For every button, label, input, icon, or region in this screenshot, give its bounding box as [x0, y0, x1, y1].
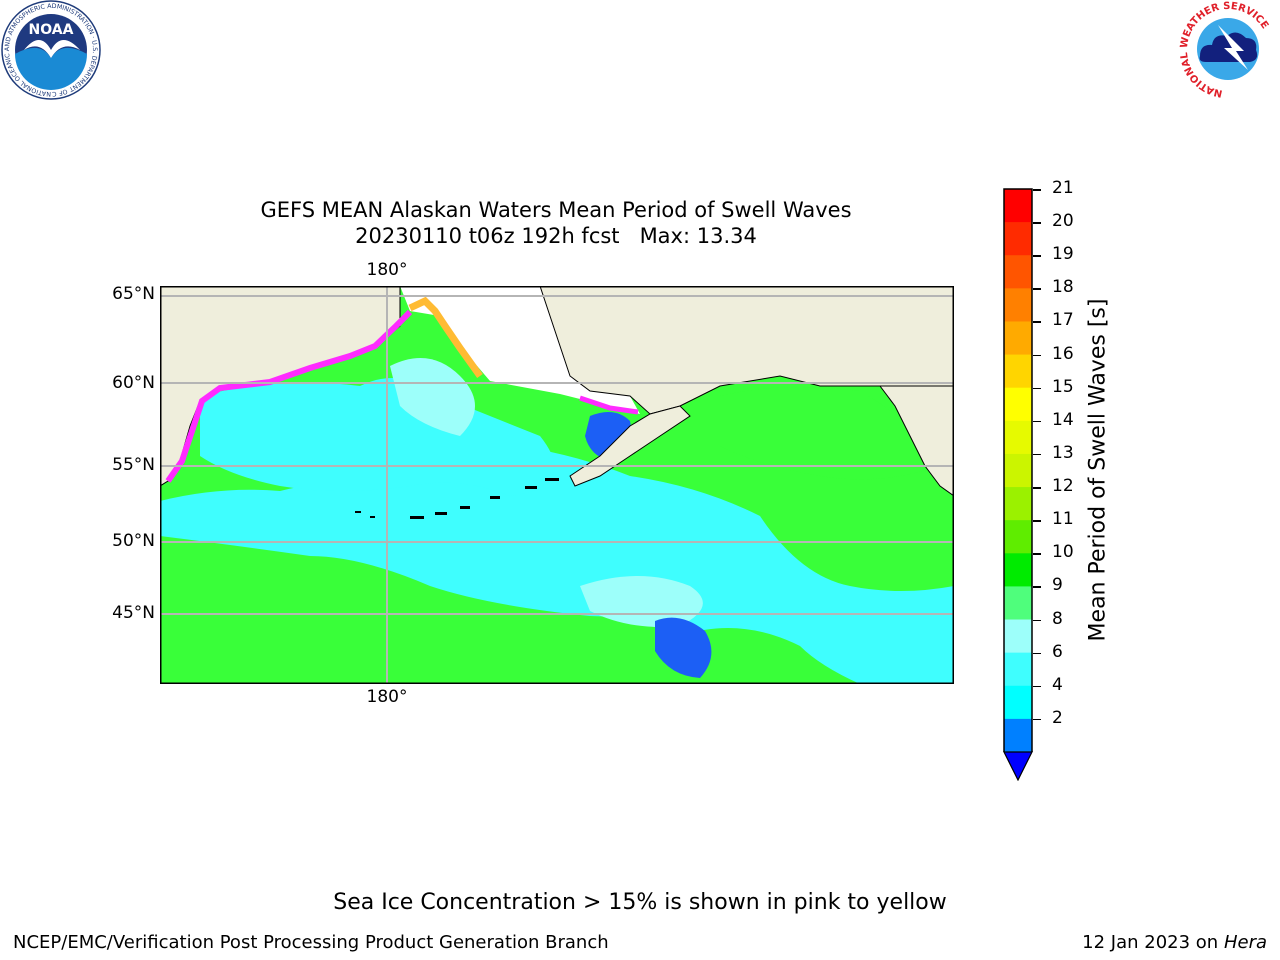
footer-date: 12 Jan 2023 on Hera [1082, 932, 1267, 953]
colorbar-tick-label: 17 [1052, 310, 1074, 331]
colorbar-tick-label: 20 [1052, 211, 1074, 232]
footer-date-text: 12 Jan 2023 on [1082, 932, 1219, 953]
colorbar-tick-label: 8 [1052, 608, 1063, 629]
colorbar-bin-8 [1004, 453, 1032, 488]
footer-host: Hera [1223, 932, 1267, 953]
colorbar-tick-label: 13 [1052, 442, 1074, 463]
nws-logo: NATIONAL WEATHER SERVICE [1179, 1, 1276, 99]
ocean-blue-south [655, 617, 712, 678]
colorbar-tick-mark [1033, 685, 1041, 688]
colorbar-bin-15 [1004, 685, 1032, 720]
colorbar-tick-label: 14 [1052, 409, 1074, 430]
lat-label-60n: 60°N [112, 373, 155, 393]
ice-free-region [400, 286, 640, 414]
colorbar-tick-mark [1033, 619, 1041, 622]
sea-ice-fringe-bay [579, 395, 639, 415]
colorbar-tick-label: 21 [1052, 178, 1074, 198]
lon-label-bottom: 180° [366, 687, 408, 707]
lat-label-45n: 45°N [112, 603, 155, 623]
lon-label-top: 180° [366, 260, 408, 280]
colorbar-tick-label: 9 [1052, 575, 1063, 596]
ocean-green-gulf [720, 387, 940, 480]
colorbar-bin-7 [1004, 420, 1032, 455]
colorbar-tick-mark [1033, 321, 1041, 323]
colorbar-bin-3 [1004, 288, 1032, 322]
colorbar-tick-mark [1033, 189, 1041, 191]
land-panhandle [879, 385, 954, 497]
colorbar-bin-14 [1004, 652, 1032, 687]
colorbar-tick-mark [1033, 586, 1041, 588]
colorbar-bin-9 [1004, 487, 1032, 521]
swell-period-map [160, 286, 954, 684]
colorbar-tick-mark [1033, 520, 1041, 522]
colorbar-tick-mark [1033, 553, 1041, 555]
colorbar-bin-2 [1004, 255, 1032, 289]
colorbar-tick-mark [1033, 453, 1041, 456]
noaa-logo-text: NOAA [29, 22, 74, 38]
colorbar-tick-label: 11 [1052, 509, 1074, 530]
colorbar-bin-6 [1004, 387, 1032, 422]
colorbar-tick-mark [1033, 718, 1041, 721]
colorbar-tick-mark [1033, 487, 1041, 489]
footer-credit: NCEP/EMC/Verification Post Processing Pr… [13, 932, 609, 953]
colorbar-tick-mark [1033, 255, 1041, 257]
colorbar-tick-mark [1033, 420, 1041, 423]
colorbar-tick-mark [1033, 288, 1041, 290]
colorbar-tick-label: 2 [1052, 707, 1063, 728]
sea-ice-fringe-north [408, 296, 483, 379]
chart-title: GEFS MEAN Alaskan Waters Mean Period of … [156, 197, 956, 249]
colorbar-tick-label: 10 [1052, 542, 1074, 563]
colorbar-tick-label: 4 [1052, 674, 1063, 695]
colorbar-bin-11 [1004, 553, 1032, 587]
colorbar-bin-0 [1004, 189, 1032, 223]
colorbar-tick-label: 19 [1052, 244, 1074, 265]
colorbar-tick-mark [1033, 652, 1041, 655]
colorbar-bin-1 [1004, 222, 1032, 256]
ocean-light-patch [390, 358, 475, 436]
title-line1: GEFS MEAN Alaskan Waters Mean Period of … [260, 198, 852, 222]
colorbar-bin-10 [1004, 520, 1032, 554]
colorbar-tick-mark [1033, 387, 1041, 390]
colorbar-tick-label: 15 [1052, 376, 1074, 397]
aleutian-islands [355, 478, 559, 519]
colorbar-bin-4 [1004, 321, 1032, 356]
ocean-cyan-band [160, 444, 954, 684]
colorbar [1003, 188, 1033, 781]
colorbar-tick-label: 18 [1052, 277, 1074, 298]
colorbar-label: Mean Period of Swell Waves [s] [1085, 298, 1111, 642]
sea-ice-note: Sea Ice Concentration > 15% is shown in … [333, 890, 947, 915]
colorbar-tick-label: 12 [1052, 476, 1074, 497]
colorbar-tick-label: 16 [1052, 343, 1074, 364]
lat-label-65n: 65°N [112, 284, 155, 304]
colorbar-tick-label: 6 [1052, 641, 1063, 662]
lat-label-50n: 50°N [112, 531, 155, 551]
graticule [160, 286, 954, 684]
colorbar-bin-12 [1004, 586, 1032, 621]
noaa-logo: NATIONAL OCEANIC AND ATMOSPHERIC ADMINIS… [0, 0, 101, 100]
colorbar-tick-mark [1033, 222, 1041, 224]
colorbar-extend-arrow [1003, 751, 1033, 781]
colorbar-bin-13 [1004, 619, 1032, 654]
colorbar-bin-5 [1004, 354, 1032, 389]
lat-label-55n: 55°N [112, 455, 155, 475]
colorbar-tick-mark [1033, 354, 1041, 357]
title-line2: 20230110 t06z 192h fcst Max: 13.34 [355, 224, 757, 248]
colorbar-bin-16 [1004, 718, 1032, 753]
map-border [160, 286, 954, 684]
